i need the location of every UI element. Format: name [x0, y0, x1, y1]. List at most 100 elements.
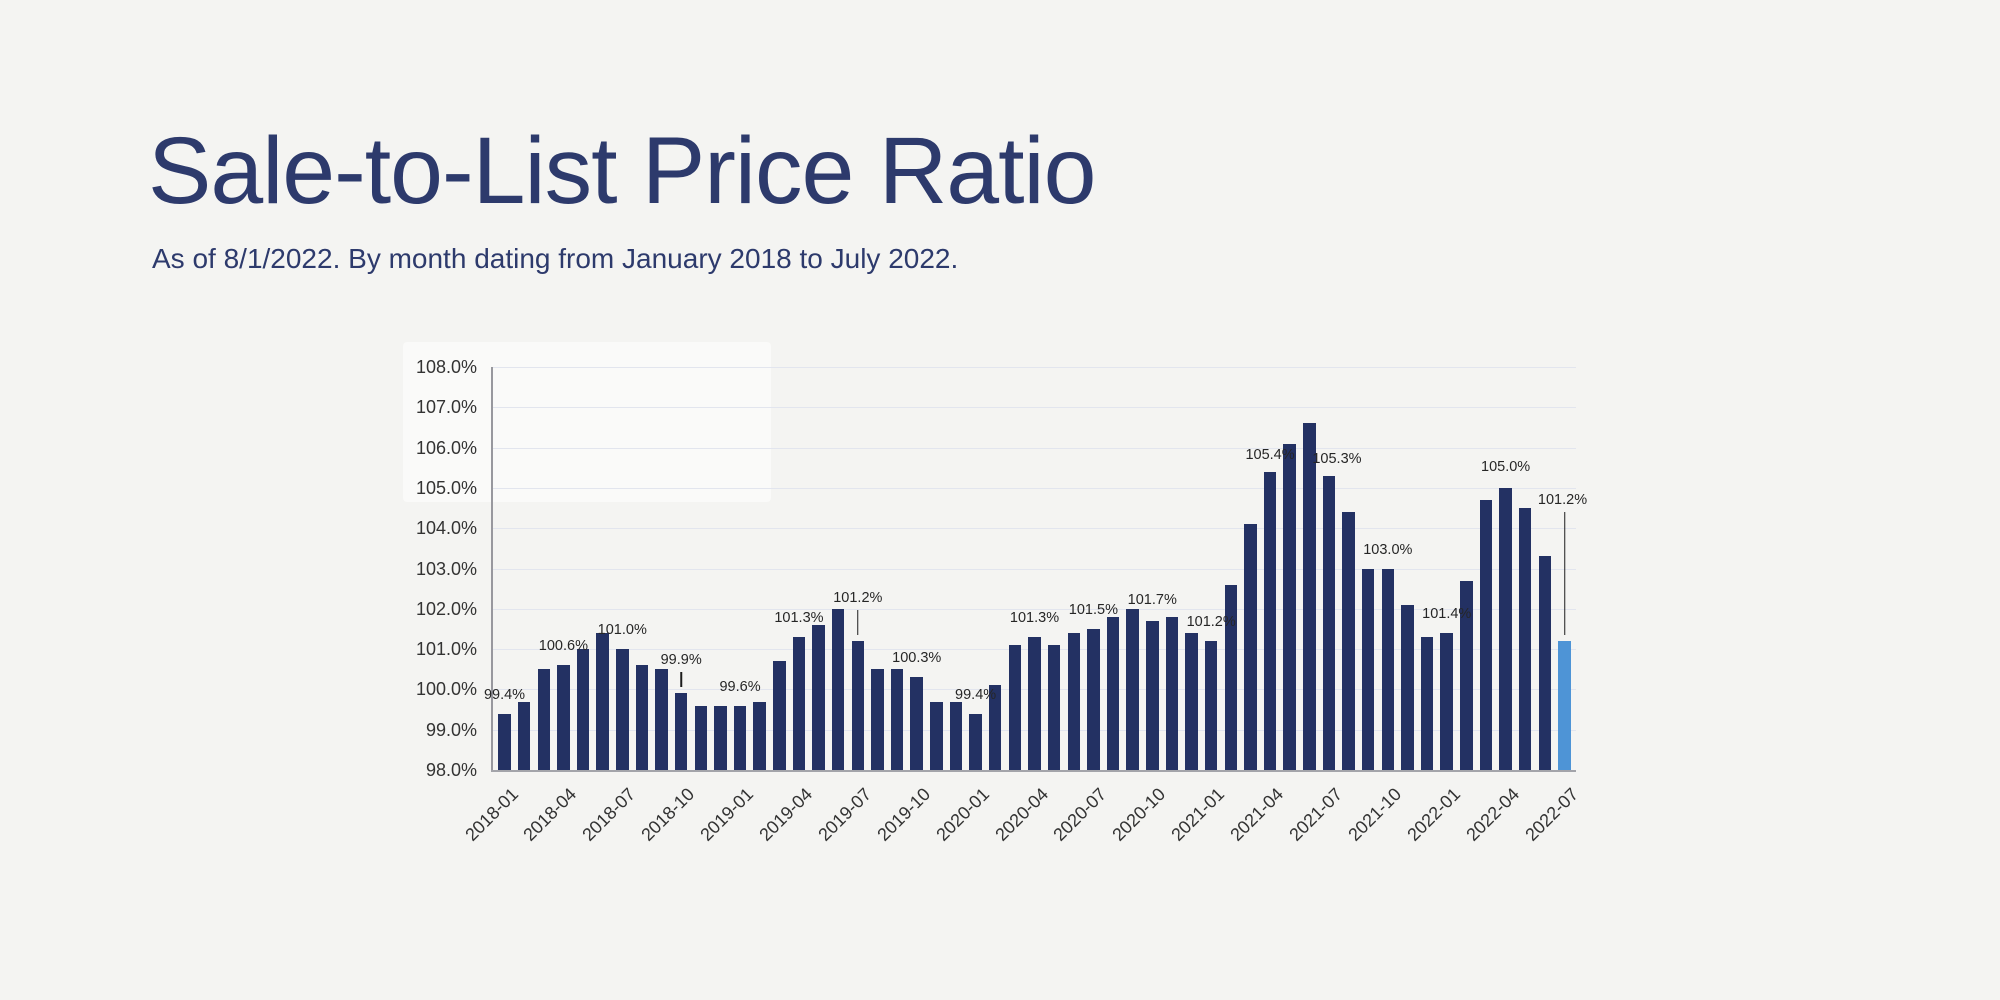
data-label: 105.4%: [1245, 446, 1295, 463]
leader-line: [857, 610, 859, 636]
bar-2021-01: [1204, 641, 1218, 770]
y-axis-tick-label: 104.0%: [415, 518, 477, 539]
bar-2020-01: [969, 713, 982, 770]
page-subtitle: As of 8/1/2022. By month dating from Jan…: [152, 243, 959, 274]
gridline: [493, 528, 1576, 530]
bar-2019-02: [753, 701, 766, 770]
data-label: 99.6%: [719, 678, 761, 695]
data-label: 103.0%: [1363, 541, 1413, 558]
bar-2020-05: [1047, 645, 1061, 770]
bar-2018-01: [498, 713, 511, 770]
bar-2022-06: [1538, 556, 1552, 770]
gridline: [493, 608, 1576, 610]
data-label: 101.2%: [1186, 614, 1236, 631]
data-label: 101.5%: [1068, 601, 1118, 618]
bar-2019-01: [733, 705, 747, 770]
bar-2018-12: [714, 705, 727, 770]
bar-2019-03: [773, 661, 786, 770]
y-axis-tick-label: 99.0%: [425, 719, 477, 740]
y-axis-tick-label: 101.0%: [415, 639, 477, 660]
bar-2020-04: [1028, 637, 1041, 770]
data-label: 101.3%: [774, 610, 824, 626]
gridline: [493, 568, 1576, 570]
data-label: 99.4%: [483, 686, 526, 703]
bar-2021-04: [1263, 471, 1277, 770]
bar-2019-10: [910, 677, 923, 770]
data-label: 101.2%: [833, 590, 883, 607]
bar-2022-02: [1460, 580, 1473, 770]
y-axis-tick-label: 102.0%: [415, 598, 477, 619]
bar-2018-11: [694, 705, 708, 770]
data-label: 99.9%: [660, 652, 702, 669]
data-label: 100.6%: [538, 638, 588, 655]
y-axis-background-panel: [403, 342, 771, 502]
bar-2020-09: [1126, 608, 1139, 770]
bar-2022-03: [1479, 500, 1493, 770]
bar-2020-08: [1106, 616, 1120, 770]
bar-2021-11: [1401, 604, 1414, 770]
bar-2018-08: [635, 665, 649, 770]
bar-2021-09: [1361, 568, 1375, 770]
data-label: 100.3%: [892, 650, 942, 667]
data-label: 99.4%: [955, 686, 997, 703]
leader-line: [680, 672, 682, 688]
bar-2018-04: [557, 665, 570, 770]
bar-2019-06: [831, 608, 845, 770]
y-axis-tick-label: 100.0%: [415, 679, 477, 700]
bar-2018-07: [616, 649, 629, 770]
data-label: 101.0%: [597, 622, 647, 639]
bar-2020-06: [1067, 632, 1080, 770]
bar-2021-06: [1303, 423, 1316, 770]
bar-2021-07: [1322, 475, 1336, 770]
bar-2021-03: [1244, 524, 1257, 770]
bar-2021-08: [1342, 512, 1355, 770]
sale-to-list-bar-chart: 98.0% 99.0% 100.0% 101.0% 102.0% 103.0% 104.0%…: [416, 357, 1587, 845]
gridline: [493, 447, 1576, 449]
data-label: 105.3%: [1312, 450, 1362, 467]
bar-2019-12: [949, 701, 963, 770]
bar-2021-02: [1224, 584, 1238, 770]
bar-2020-02: [988, 685, 1002, 770]
bar-2019-09: [890, 669, 904, 770]
y-axis-tick-label: 98.0%: [425, 760, 477, 780]
y-axis-line: [491, 367, 493, 770]
bar-2022-05: [1518, 508, 1532, 770]
bar-2022-01: [1440, 632, 1453, 770]
bar-2020-07: [1087, 628, 1100, 770]
bar-2020-11: [1165, 616, 1179, 770]
gridline: [493, 407, 1576, 409]
data-label: 101.4%: [1422, 605, 1472, 622]
y-axis-tick-label: 108.0%: [415, 357, 477, 377]
bar-2019-05: [812, 624, 825, 770]
leader-line: [1563, 512, 1566, 636]
page-title: Sale-to-List Price Ratio: [148, 118, 1096, 224]
x-axis-tick-label: 2018-01: [460, 784, 522, 845]
bar-2018-02: [517, 701, 531, 770]
bar-2020-03: [1008, 645, 1022, 770]
bar-2022-07: [1558, 641, 1571, 770]
bar-2021-10: [1381, 568, 1395, 770]
bar-2022-04: [1499, 487, 1512, 770]
bar-2019-07: [851, 641, 865, 770]
data-label: 101.2%: [1537, 492, 1588, 509]
data-label: 105.0%: [1481, 458, 1531, 475]
bar-2019-11: [930, 701, 943, 770]
y-axis-tick-label: 105.0%: [415, 477, 477, 498]
bar-2020-10: [1146, 620, 1159, 770]
y-axis-tick-label: 106.0%: [415, 437, 477, 458]
x-axis-line: [491, 770, 1576, 772]
bar-2021-12: [1420, 637, 1434, 770]
data-label: 101.3%: [1009, 610, 1060, 626]
bar-2020-12: [1185, 632, 1198, 770]
plot-area: 98.0% 99.0% 100.0% 101.0% 102.0% 103.0% 104.0%…: [416, 357, 1587, 845]
bar-2021-05: [1283, 443, 1296, 770]
bar-2018-09: [655, 669, 668, 770]
bar-2018-05: [576, 649, 590, 770]
bar-2019-04: [792, 637, 806, 770]
y-axis-tick-label: 107.0%: [415, 397, 477, 418]
bar-2018-06: [596, 632, 609, 770]
bar-2019-08: [871, 669, 884, 770]
gridline: [493, 487, 1576, 489]
y-axis-tick-label: 103.0%: [415, 558, 477, 579]
